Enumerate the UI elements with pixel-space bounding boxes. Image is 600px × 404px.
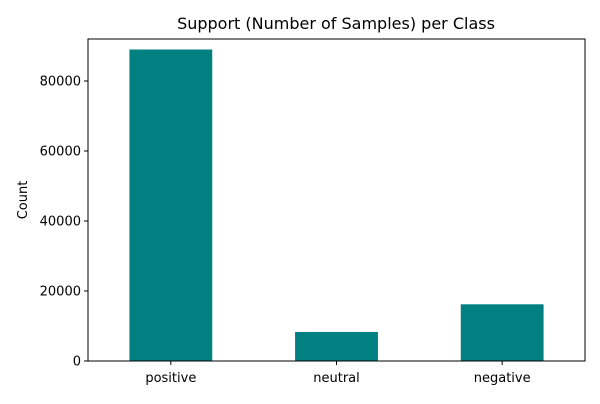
y-tick-label-0: 0 [73, 355, 81, 370]
y-tick-label-80000: 80000 [40, 75, 81, 90]
y-tick-label-60000: 60000 [40, 145, 81, 160]
bar-negative [460, 304, 544, 361]
y-tick-label-20000: 20000 [40, 285, 81, 300]
chart-title: Support (Number of Samples) per Class [177, 14, 495, 33]
bar-positive [129, 49, 213, 361]
plot-frame [87, 38, 586, 362]
x-tick-label-positive: positive [145, 371, 196, 386]
axes-layer: positive neutral negative 0 20000 40000 60000 8… [40, 38, 586, 386]
x-tick-label-neutral: neutral [313, 371, 360, 386]
y-axis-label: Count [16, 181, 31, 220]
x-tick-label-negative: negative [474, 371, 531, 386]
y-tick-label-40000: 40000 [40, 215, 81, 230]
bars-layer [129, 49, 544, 361]
bar-neutral [295, 331, 378, 361]
